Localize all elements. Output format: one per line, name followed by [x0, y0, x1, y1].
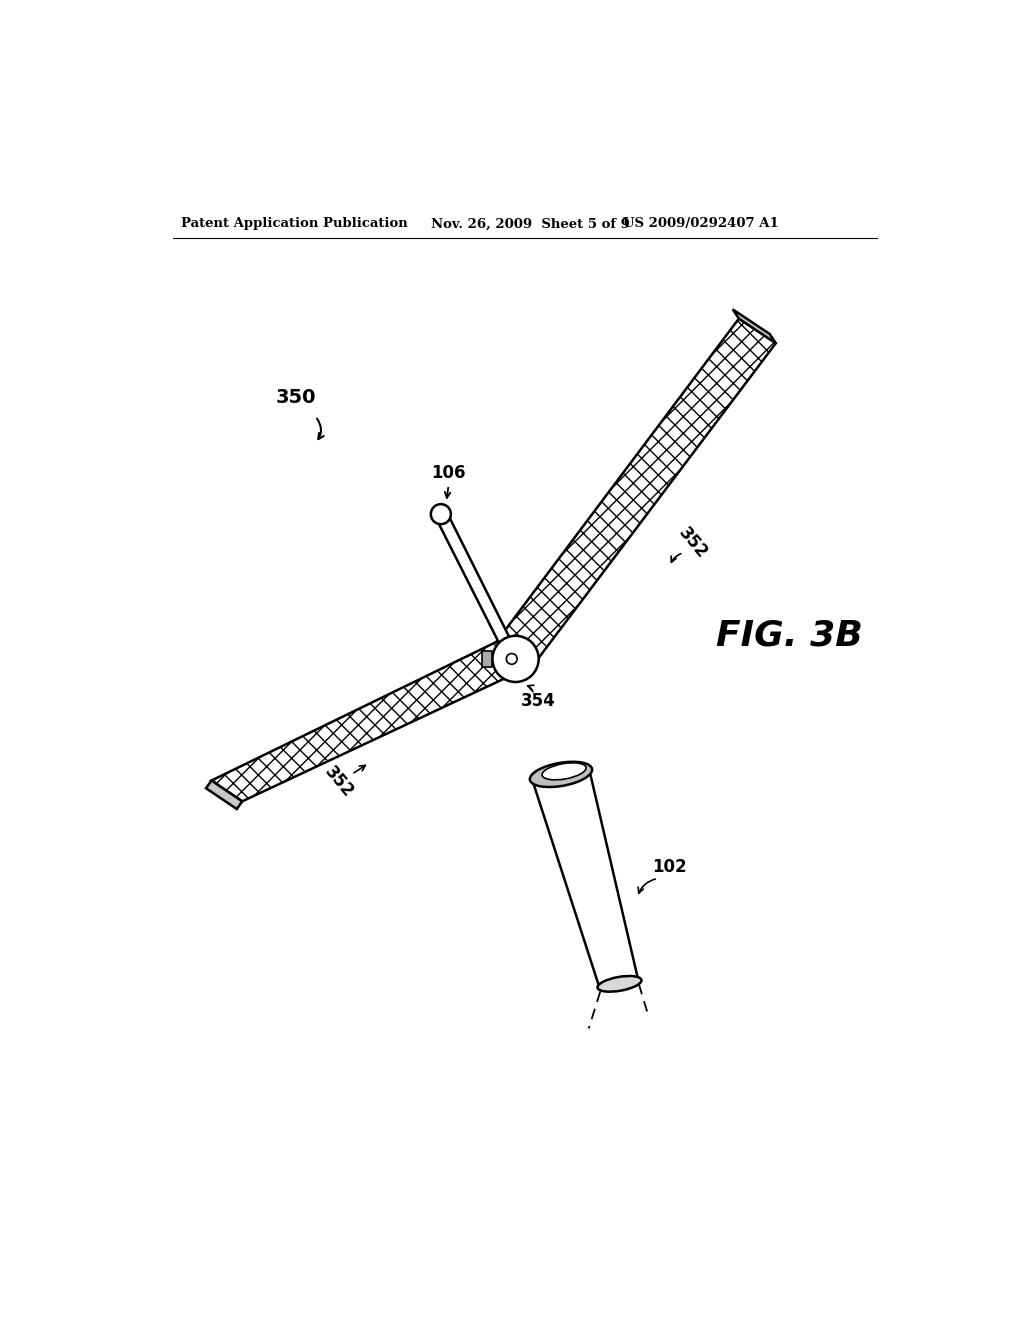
Polygon shape [435, 512, 523, 665]
Text: 102: 102 [652, 858, 687, 875]
Polygon shape [532, 771, 639, 990]
Polygon shape [211, 642, 534, 801]
Ellipse shape [529, 762, 592, 787]
Text: FIG. 3B: FIG. 3B [716, 619, 862, 653]
Circle shape [493, 636, 539, 682]
Polygon shape [206, 780, 243, 809]
Text: 352: 352 [321, 763, 356, 801]
Ellipse shape [542, 763, 586, 780]
Circle shape [506, 653, 517, 664]
Polygon shape [497, 318, 776, 665]
Text: 106: 106 [431, 463, 466, 482]
Text: 352: 352 [675, 524, 711, 562]
Text: 354: 354 [521, 692, 556, 710]
Text: US 2009/0292407 A1: US 2009/0292407 A1 [624, 218, 779, 231]
Text: 350: 350 [275, 388, 316, 407]
Polygon shape [733, 309, 776, 343]
Text: Patent Application Publication: Patent Application Publication [180, 218, 408, 231]
Polygon shape [481, 651, 493, 667]
Circle shape [431, 504, 451, 524]
Ellipse shape [597, 975, 641, 991]
Text: Nov. 26, 2009  Sheet 5 of 9: Nov. 26, 2009 Sheet 5 of 9 [431, 218, 630, 231]
